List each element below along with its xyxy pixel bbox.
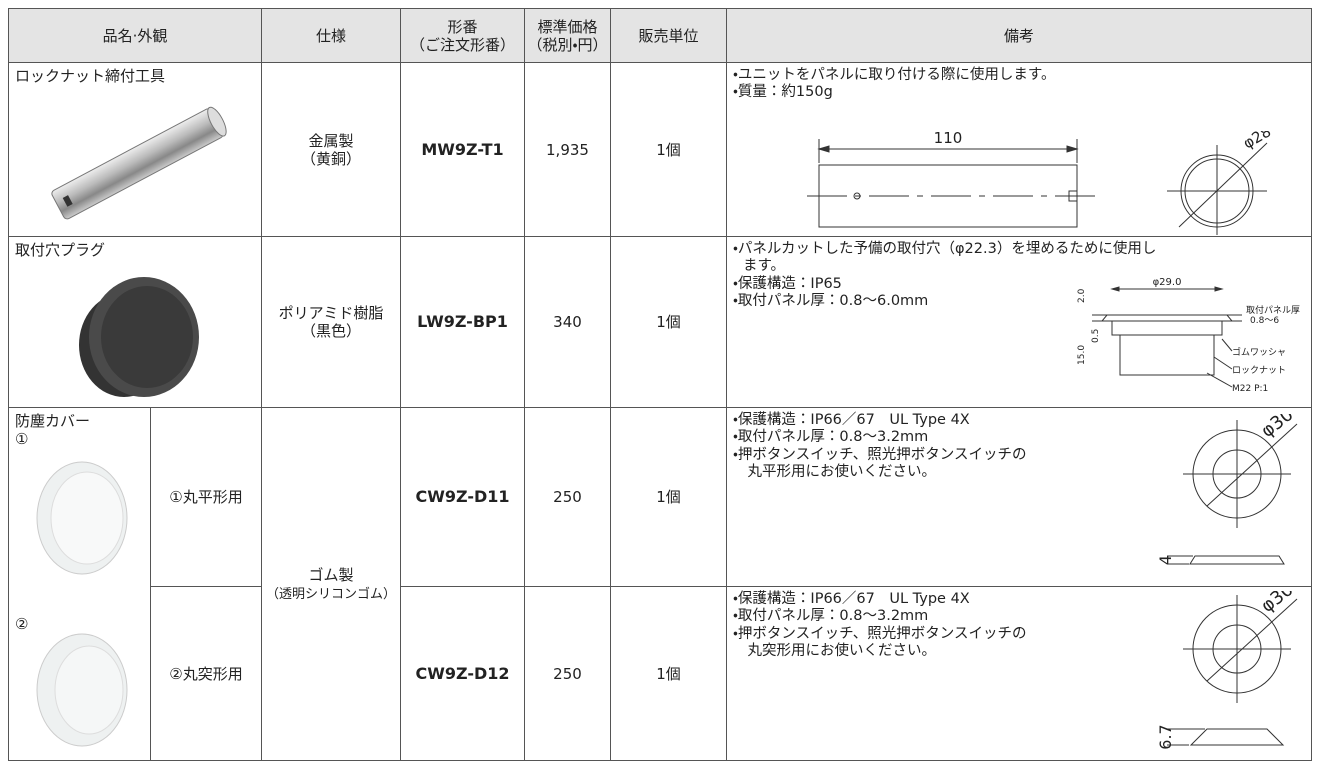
dimension-drawing: 110 φ28	[807, 131, 1274, 235]
spec: （黒色）	[300, 322, 361, 340]
spec-cell: ゴム製 （透明シリコンゴム）	[261, 407, 401, 761]
notes-cell: ・保護構造：IP66／67 UL Type 4X ・取付パネル厚：0.8〜3.2…	[726, 407, 1312, 587]
dimension-label: M22 P:1	[1232, 384, 1268, 394]
product-image	[36, 461, 128, 575]
dimension-label: ゴムワッシャ	[1232, 346, 1286, 358]
variant-marker: ①	[15, 430, 29, 448]
unit: 1個	[610, 236, 727, 408]
header-text: 品名·外観	[102, 26, 168, 45]
header: 品名·外観	[8, 8, 262, 63]
product-image	[51, 106, 227, 220]
note: ・取付パネル厚：0.8〜6.0mm	[733, 293, 929, 310]
model: LW9Z-BP1	[400, 236, 525, 408]
header-text: 形番	[447, 17, 478, 36]
header: 備考	[726, 8, 1312, 63]
note: ・パネルカットした予備の取付穴（φ22.3）を埋めるために使用し	[733, 241, 1157, 257]
unit: 1個	[610, 586, 727, 761]
price: 340	[524, 236, 611, 408]
name-cell: 取付穴プラグ	[8, 236, 262, 408]
spec: （黄銅）	[300, 149, 361, 168]
dimension-label: 0.5	[1091, 329, 1101, 343]
note: ます。	[743, 258, 786, 275]
spec: （透明シリコンゴム）	[265, 586, 396, 602]
dimension-label: 4	[1156, 555, 1175, 565]
header-row: 品名·外観 仕様 形番 （ご注文形番） 標準価格 （税別・円） 販売単位 備考	[8, 8, 1312, 63]
note: ・保護構造：IP66／67 UL Type 4X	[733, 591, 970, 607]
header-text: 備考	[1003, 26, 1034, 45]
spec-cell: 金属製 （黄銅）	[261, 62, 401, 237]
note: ・取付パネル厚：0.8〜3.2mm	[733, 429, 929, 446]
dimension-label: φ29.0	[1153, 277, 1182, 288]
price: 250	[524, 586, 611, 761]
unit: 1個	[610, 62, 727, 237]
dimension-drawing: φ29.0 取付パネル厚 0.8〜6 2.0 0.5 15.0 ゴムワッシャ ロ…	[1077, 277, 1300, 394]
note: ・ユニットをパネルに取り付ける際に使用します。	[733, 67, 1056, 83]
note: 丸突形用にお使いください。	[733, 643, 936, 660]
dimension-label: 6.7	[1156, 724, 1175, 749]
header: 形番 （ご注文形番）	[400, 8, 525, 63]
dimension-label: φ28	[1240, 131, 1274, 152]
header-text: 販売単位	[638, 26, 699, 45]
product-name: 取付穴プラグ	[15, 241, 106, 259]
product-image	[79, 277, 199, 397]
row: ロックナット締付工具 金属製 （黄銅） MW9Z-T1 1,935 1個 ・ユニッ…	[8, 62, 1312, 237]
price: 250	[524, 407, 611, 587]
dimension-label: 取付パネル厚	[1246, 305, 1300, 316]
note: ・押ボタンスイッチ、照光押ボタンスイッチの	[733, 625, 1027, 642]
notes-cell: ・パネルカットした予備の取付穴（φ22.3）を埋めるために使用し ます。 ・保護…	[726, 236, 1312, 408]
dimension-label: φ30	[1257, 414, 1297, 442]
header-text: 仕様	[315, 26, 346, 45]
name-cell: 防塵カバー ① ②	[8, 407, 151, 761]
dimension-label: 2.0	[1077, 288, 1087, 303]
note: 丸平形用にお使いください。	[733, 464, 936, 481]
header: 販売単位	[610, 8, 727, 63]
header-text: （税別・円）	[527, 35, 608, 54]
dimension-label: ロックナット	[1232, 365, 1286, 376]
row: 防塵カバー ① ② ①丸平形用 ゴム製 （透明シリコンゴム） CW9Z-D11 2…	[8, 407, 1312, 761]
product-table: 品名·外観 仕様 形番 （ご注文形番） 標準価格 （税別・円） 販売単位 備考 ロッ…	[8, 8, 1312, 761]
dimension-drawing: φ30 6.7	[1156, 591, 1297, 750]
notes-cell: ・ユニットをパネルに取り付ける際に使用します。 ・質量：約150g 110 φ2…	[726, 62, 1312, 237]
price: 1,935	[524, 62, 611, 237]
product-name: 防塵カバー	[15, 412, 91, 430]
note: ・保護構造：IP65	[733, 275, 842, 292]
spec: ポリアミド樹脂	[278, 304, 384, 322]
header-text: （ご注文形番）	[409, 35, 515, 54]
spec: ゴム製	[308, 565, 354, 584]
header: 仕様	[261, 8, 401, 63]
unit: 1個	[610, 407, 727, 587]
dimension-drawing: φ30 4	[1156, 414, 1297, 565]
spec-cell: ポリアミド樹脂 （黒色）	[261, 236, 401, 408]
header: 標準価格 （税別・円）	[524, 8, 611, 63]
row: ②丸突形用 CW9Z-D12 250 1個 ・保護構造：IP66／67 UL T…	[9, 586, 1312, 761]
note: ・押ボタンスイッチ、照光押ボタンスイッチの	[733, 446, 1027, 463]
row: 取付穴プラグ ポリアミド樹脂 （黒色） LW9Z-BP1 340 1個 ・パネルカ…	[8, 236, 1312, 408]
model: CW9Z-D12	[400, 586, 525, 761]
name-cell: ロックナット締付工具	[8, 62, 262, 237]
product-image	[36, 633, 128, 747]
note: ・質量：約150g	[733, 84, 833, 101]
model: CW9Z-D11	[400, 407, 525, 587]
sub-name: ②丸突形用	[150, 586, 262, 761]
notes-cell: ・保護構造：IP66／67 UL Type 4X ・取付パネル厚：0.8〜3.2…	[726, 586, 1312, 761]
variant-marker: ②	[15, 615, 29, 633]
note: ・取付パネル厚：0.8〜3.2mm	[733, 608, 929, 625]
dimension-label: 0.8〜6	[1250, 316, 1279, 326]
dimension-label: 15.0	[1077, 345, 1087, 365]
product-name: ロックナット締付工具	[15, 67, 166, 85]
note: ・保護構造：IP66／67 UL Type 4X	[733, 412, 970, 428]
header-text: 標準価格	[537, 17, 598, 36]
spec: 金属製	[308, 131, 354, 150]
dimension-label: 110	[934, 131, 963, 147]
model: MW9Z-T1	[400, 62, 525, 237]
sub-name: ①丸平形用	[150, 407, 262, 587]
